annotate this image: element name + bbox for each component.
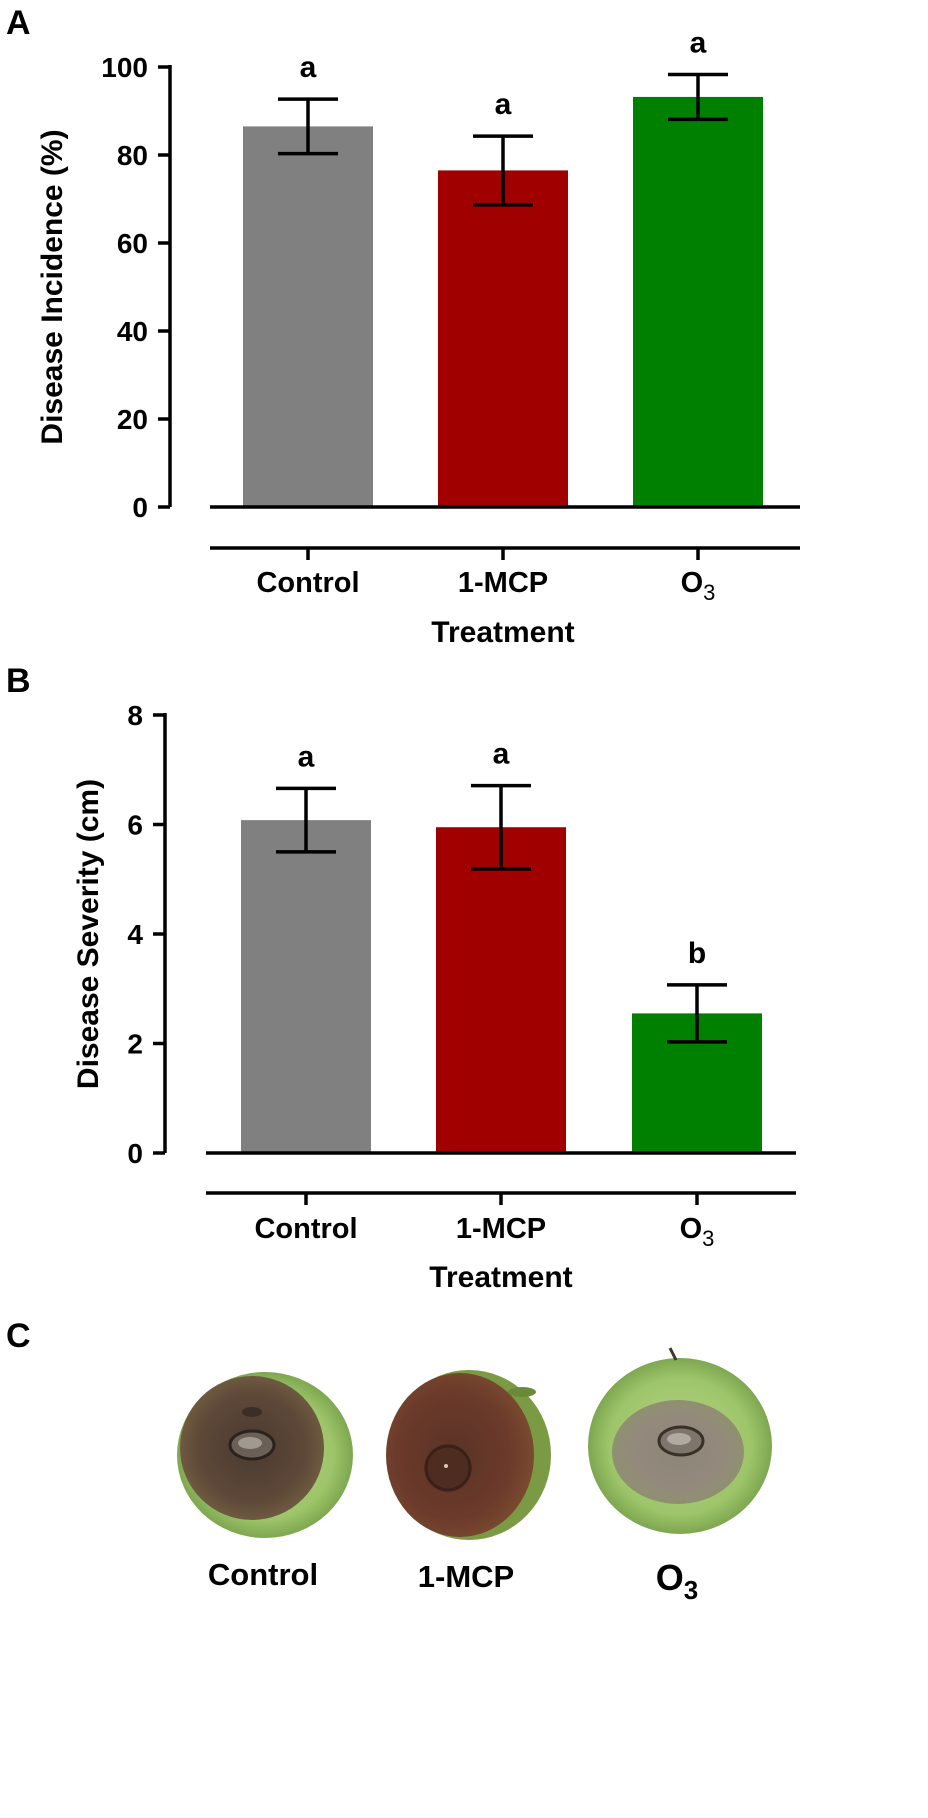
bar-b-1mcp bbox=[436, 827, 566, 1153]
y-tick-label-b-0: 0 bbox=[127, 1138, 143, 1169]
y-tick-label-a-100: 100 bbox=[101, 52, 148, 83]
y-tick-label-b-8: 8 bbox=[127, 700, 143, 731]
photo-label-o3: O3 bbox=[656, 1557, 698, 1605]
y-axis-title-b: Disease Severity (cm) bbox=[72, 779, 105, 1089]
category-label-a-2: 1-MCP bbox=[458, 567, 548, 599]
error-bar-b-3 bbox=[667, 983, 727, 1044]
apple-photo-control bbox=[177, 1372, 353, 1538]
photo-label-control: Control bbox=[208, 1557, 318, 1592]
error-bar-b-2 bbox=[471, 783, 531, 871]
y-tick-label-a-60: 60 bbox=[117, 228, 148, 259]
error-bar-a-1 bbox=[278, 97, 338, 156]
sig-label-b-3: b bbox=[688, 937, 706, 970]
panel-letter-b: B bbox=[6, 662, 31, 700]
y-tick-label-b-2: 2 bbox=[127, 1029, 143, 1060]
error-bar-b-1 bbox=[276, 786, 336, 854]
bar-a-control bbox=[243, 126, 373, 508]
category-label-a-1: Control bbox=[256, 567, 359, 599]
photo-label-1mcp: 1-MCP bbox=[418, 1559, 514, 1594]
chart-b: B a a b 0 2 4 6 8 Control 1-MCP O3 Treatment Disease… bbox=[6, 662, 796, 1294]
bar-b-control bbox=[241, 820, 371, 1153]
x-axis-title-b: Treatment bbox=[429, 1261, 572, 1294]
category-label-b-2: 1-MCP bbox=[456, 1213, 546, 1245]
category-label-a-3: O3 bbox=[681, 567, 716, 605]
sig-label-a-2: a bbox=[495, 88, 512, 121]
chart-a: A a a a 0 20 40 60 80 100 Control 1-MCP O3 Treatment… bbox=[6, 4, 800, 649]
panel-letter-a: A bbox=[6, 4, 31, 42]
bar-a-1mcp bbox=[438, 170, 568, 507]
y-tick-label-b-6: 6 bbox=[127, 810, 143, 841]
category-label-b-1: Control bbox=[254, 1213, 357, 1245]
y-axis-title-a: Disease Incidence (%) bbox=[36, 129, 69, 444]
error-bar-a-2 bbox=[473, 134, 533, 207]
y-tick-label-a-40: 40 bbox=[117, 316, 148, 347]
apple-photo-o3 bbox=[588, 1347, 772, 1534]
photo-panel: C Control 1-MCP O3 bbox=[6, 1317, 772, 1605]
error-bar-a-3 bbox=[668, 72, 728, 122]
sig-label-b-2: a bbox=[493, 738, 510, 771]
x-axis-title-a: Treatment bbox=[431, 616, 574, 649]
panel-letter-c: C bbox=[6, 1317, 31, 1355]
sig-label-a-3: a bbox=[690, 26, 707, 59]
bar-a-o3 bbox=[633, 96, 763, 508]
apple-photo-1mcp bbox=[386, 1370, 551, 1540]
y-tick-label-a-20: 20 bbox=[117, 404, 148, 435]
y-tick-label-b-4: 4 bbox=[127, 919, 143, 950]
y-tick-label-a-80: 80 bbox=[117, 140, 148, 171]
category-label-b-3: O3 bbox=[680, 1213, 715, 1251]
sig-label-b-1: a bbox=[298, 740, 315, 773]
sig-label-a-1: a bbox=[300, 51, 317, 84]
y-tick-label-a-0: 0 bbox=[132, 492, 148, 523]
